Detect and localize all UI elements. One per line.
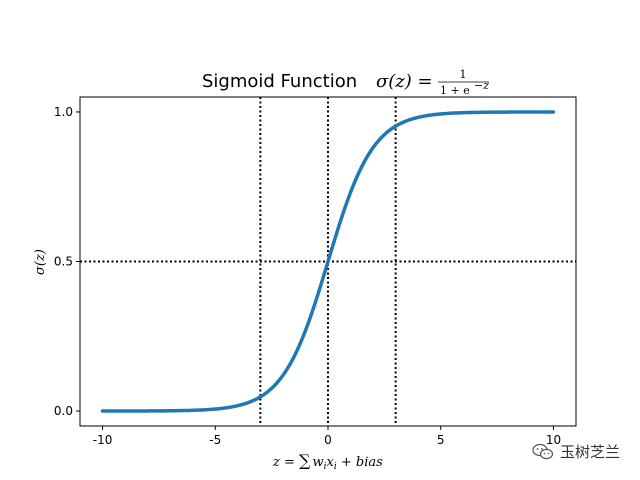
title-text: Sigmoid Function <box>202 71 357 92</box>
watermark: 玉树芝兰 <box>532 441 620 462</box>
wechat-icon <box>532 443 554 459</box>
xlabel-eq: = <box>280 455 299 470</box>
watermark-text: 玉树芝兰 <box>559 443 620 461</box>
x-tick-label: 5 <box>437 433 445 447</box>
title-numerator: 1 <box>460 68 467 81</box>
xlabel-w: w <box>312 455 323 470</box>
x-axis-label: z = ∑ wixi + bias <box>272 451 383 472</box>
x-tick-label: -5 <box>209 433 221 447</box>
xlabel-x: x <box>326 455 334 470</box>
xlabel-sum: ∑ <box>299 451 311 470</box>
title-exponent: −z <box>474 79 489 92</box>
title-denominator: 1 + e <box>440 84 470 97</box>
xlabel-sub-w: i <box>324 462 327 472</box>
x-axis-ticks: -10 -5 0 5 10 <box>93 426 561 447</box>
y-tick-label: 1.0 <box>54 105 73 119</box>
x-tick-label: -10 <box>93 433 113 447</box>
svg-text:z = ∑wixi + bias: z = ∑ wixi + bias <box>272 451 383 472</box>
y-tick-label: 0.0 <box>54 404 73 418</box>
chart-title: Sigmoid Function σ(z) = 1 1 + e −z <box>202 68 489 97</box>
xlabel-sub-x: i <box>334 462 337 472</box>
title-lhs: σ(z) = <box>376 71 433 92</box>
y-tick-label: 0.5 <box>54 255 73 269</box>
x-tick-label: 0 <box>324 433 332 447</box>
x-tick-label: 10 <box>546 433 561 447</box>
xlabel-z: z <box>272 455 280 470</box>
sigmoid-curve <box>100 110 556 413</box>
y-axis-ticks: 0.0 0.5 1.0 <box>54 105 80 418</box>
y-axis-label: σ(z) <box>33 249 48 275</box>
xlabel-bias: + bias <box>337 455 383 470</box>
